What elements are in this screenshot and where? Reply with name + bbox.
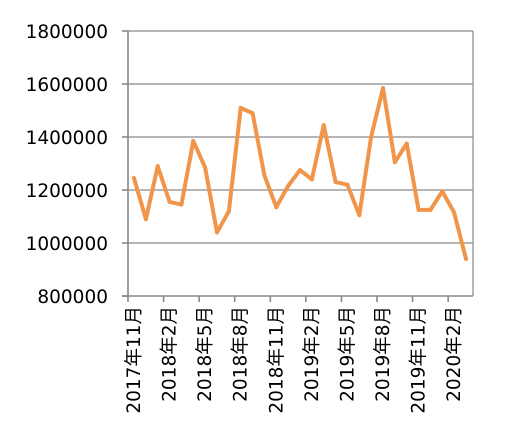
x-tick-label: 2019年5月 — [337, 306, 358, 402]
x-tick-label: 2019年2月 — [302, 306, 323, 402]
data-point — [250, 111, 255, 116]
x-tick-label: 2019年11月 — [409, 306, 430, 414]
data-point — [416, 207, 421, 212]
data-point — [333, 180, 338, 185]
data-point — [286, 184, 291, 189]
series-line-0 — [132, 86, 468, 261]
data-point — [440, 189, 445, 194]
data-point — [464, 256, 468, 261]
y-tick-label: 1600000 — [26, 75, 108, 96]
x-tick-label: 2017年11月 — [124, 306, 145, 414]
data-point — [345, 182, 350, 187]
data-point — [357, 213, 362, 218]
data-point — [298, 168, 302, 173]
x-tick-label: 2018年8月 — [231, 306, 252, 402]
data-point — [238, 105, 243, 110]
data-point — [215, 230, 219, 235]
data-point — [321, 123, 326, 128]
y-tick-labels: 800000 1000000 1200000 1400000 1600000 180000… — [26, 22, 108, 308]
y-tick-label: 800000 — [37, 287, 108, 308]
series-lines — [132, 85, 468, 261]
data-point — [392, 160, 397, 165]
y-tick-label: 1400000 — [26, 128, 108, 149]
data-point — [309, 177, 314, 182]
y-tick-label: 1200000 — [26, 181, 108, 202]
data-point — [143, 217, 148, 222]
x-tick-label: 2018年11月 — [266, 306, 287, 414]
data-point — [369, 135, 374, 139]
data-point — [262, 173, 267, 178]
data-point — [191, 138, 196, 143]
x-tick-label: 2020年2月 — [444, 306, 465, 402]
data-point — [226, 209, 231, 214]
data-point — [155, 164, 160, 169]
data-point — [452, 210, 457, 215]
data-point — [167, 199, 172, 204]
data-point — [179, 202, 184, 207]
y-tick-label: 1000000 — [26, 234, 108, 255]
data-point — [203, 165, 208, 170]
data-point — [274, 205, 279, 210]
data-point — [132, 176, 136, 181]
x-tick-label: 2018年2月 — [160, 306, 181, 402]
data-point — [381, 85, 385, 90]
data-point — [428, 207, 433, 212]
x-tick-labels: 2017年11月 2018年2月 2018年5月 2018年8月 2018年11月 201… — [124, 306, 465, 414]
x-tick-label: 2019年8月 — [373, 306, 394, 402]
x-tick-label: 2018年5月 — [195, 306, 216, 402]
data-point — [404, 141, 409, 146]
axes — [122, 30, 474, 302]
y-tick-label: 1800000 — [26, 22, 108, 43]
